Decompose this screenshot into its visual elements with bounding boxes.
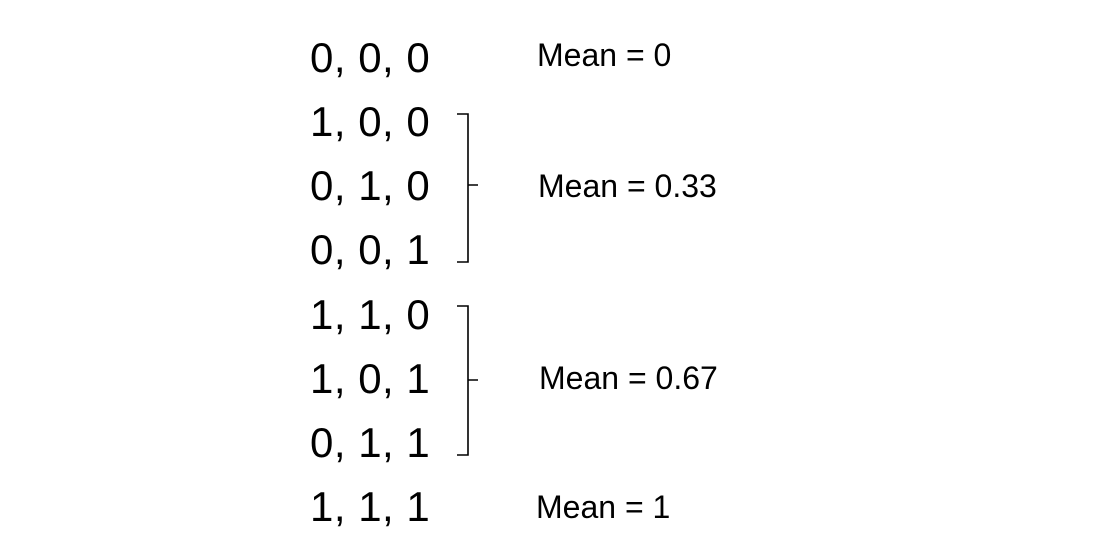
mean-label-one-third: Mean = 0.33 <box>538 168 717 204</box>
combination-row: 1, 1, 1 <box>310 483 431 530</box>
combination-row: 0, 0, 0 <box>310 34 431 81</box>
mean-label-one: Mean = 1 <box>536 489 671 525</box>
bracket-group-two <box>457 305 478 456</box>
mean-label-zero: Mean = 0 <box>537 37 672 73</box>
combination-row: 0, 1, 0 <box>310 162 431 209</box>
bracket-group-one <box>457 113 478 263</box>
combination-row: 1, 0, 1 <box>310 355 431 402</box>
combination-row: 1, 1, 0 <box>310 291 431 338</box>
combination-row: 1, 0, 0 <box>310 98 431 145</box>
combination-row: 0, 0, 1 <box>310 226 431 273</box>
mean-label-two-thirds: Mean = 0.67 <box>539 360 718 396</box>
combination-row: 0, 1, 1 <box>310 419 431 466</box>
